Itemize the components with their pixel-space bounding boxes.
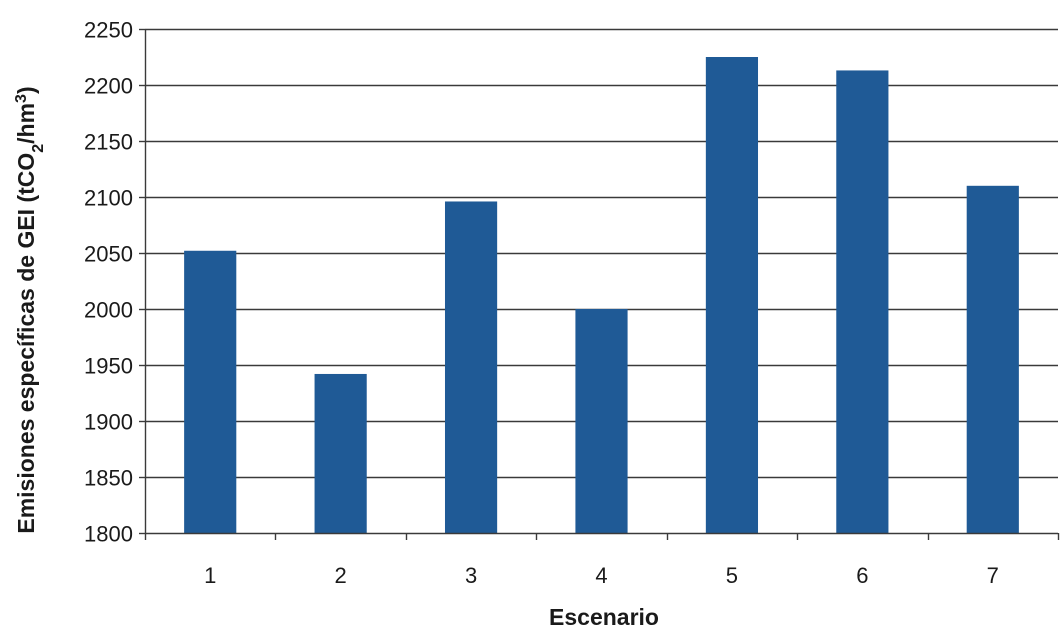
x-tick-label-5: 5 xyxy=(726,563,738,588)
bar-4 xyxy=(575,309,628,533)
bar-3 xyxy=(444,201,498,534)
bars xyxy=(184,57,1019,534)
x-tick-label-2: 2 xyxy=(335,563,347,588)
y-tick-labels: 1800 1850 1900 1950 2000 2050 2100 2150 2200 2250 xyxy=(84,18,133,547)
x-tick-label-6: 6 xyxy=(856,563,868,588)
y-tick-label-2050: 2050 xyxy=(84,242,133,267)
y-axis-title-superscript: 3 xyxy=(13,94,30,103)
x-tick-label-1: 1 xyxy=(204,563,216,588)
bar-2 xyxy=(314,373,367,533)
bar-5 xyxy=(705,57,759,533)
y-axis-title: Emisiones específicas de GEI (tCO2/hm3) xyxy=(13,86,47,533)
x-tick-label-3: 3 xyxy=(465,563,477,588)
grid-lines xyxy=(145,28,1058,479)
y-axis-title-suffix: ) xyxy=(13,86,39,94)
y-tick-label-1800: 1800 xyxy=(84,522,133,547)
bar-1 xyxy=(184,250,237,533)
x-axis-title: Escenario xyxy=(549,604,659,630)
y-tick-label-1950: 1950 xyxy=(84,354,133,379)
y-tick-label-2150: 2150 xyxy=(84,130,133,155)
y-tick-label-1900: 1900 xyxy=(84,410,133,435)
x-tick-label-4: 4 xyxy=(595,563,607,588)
x-tick-labels: 1 2 3 4 5 6 7 xyxy=(204,563,999,588)
y-tick-label-2200: 2200 xyxy=(84,74,133,99)
axes xyxy=(139,28,1060,540)
y-axis-title-mid: /hm xyxy=(13,103,39,144)
y-tick-label-2100: 2100 xyxy=(84,186,133,211)
y-axis-title-prefix: Emisiones específicas de GEI (tCO xyxy=(13,153,39,534)
bar-7 xyxy=(966,185,1019,534)
x-tick-label-7: 7 xyxy=(987,563,999,588)
y-tick-label-2000: 2000 xyxy=(84,298,133,323)
bar-6 xyxy=(836,70,889,533)
y-axis-title-subscript: 2 xyxy=(30,144,47,153)
y-tick-label-2250: 2250 xyxy=(84,18,133,43)
y-tick-label-1850: 1850 xyxy=(84,466,133,491)
